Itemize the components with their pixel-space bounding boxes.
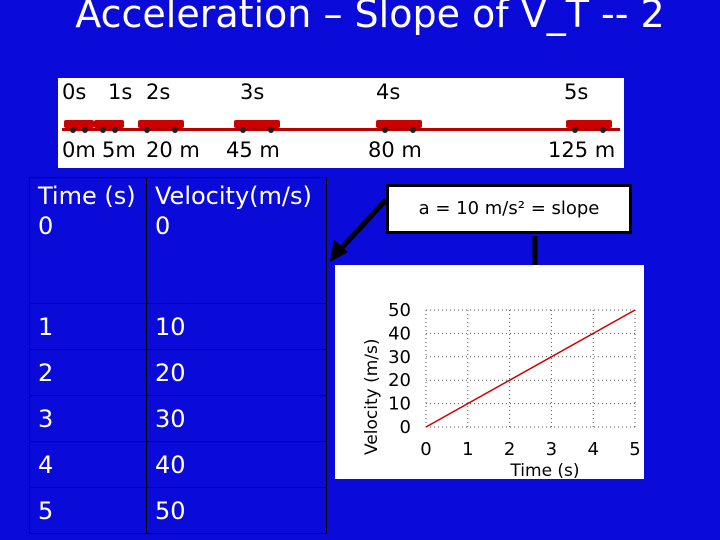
header-time: Time (s) (38, 182, 136, 210)
table-row: Time (s) 0 Velocity(m/s) 0 (29, 177, 327, 304)
velocity-time-graph: 0 1 2 3 4 5 0 10 20 30 40 50 Velocity (m/s) Time (s… (335, 265, 644, 481)
y-tick-label: 10 (388, 394, 411, 415)
y-tick-label: 40 (388, 323, 411, 344)
time-label: 3s (240, 80, 265, 104)
velocity-table: Time (s) 0 Velocity(m/s) 0 1 10 2 20 3 30 4… (29, 177, 327, 534)
cart-icon (64, 120, 94, 133)
cell-velocity: 20 (146, 349, 327, 396)
formula-box: a = 10 m/s² = slope (386, 184, 632, 234)
x-tick-label: 3 (546, 439, 557, 460)
grid (425, 309, 636, 428)
cell-velocity: 10 (146, 303, 327, 350)
series-line (425, 309, 636, 428)
time-label: 2s (146, 80, 171, 104)
cart-icon (566, 120, 612, 133)
slide-title: Acceleration – Slope of V_T -- 2 (75, 0, 665, 36)
time-label: 1s (108, 80, 133, 104)
table-row: 3 30 (29, 395, 327, 442)
distance-label: 5m (102, 138, 136, 162)
distance-label: 125 m (548, 138, 616, 162)
distance-label: 80 m (368, 138, 422, 162)
cell-time: 4 (29, 441, 147, 488)
track (62, 128, 620, 131)
table-cell: Time (s) 0 (29, 177, 147, 304)
arrow-head-icon (330, 240, 348, 262)
cell-velocity: 50 (146, 487, 327, 534)
cart-icon (376, 120, 422, 133)
time-label: 4s (376, 80, 401, 104)
cart-icon (94, 120, 124, 133)
header-velocity: Velocity(m/s) (155, 182, 312, 210)
x-tick-label: 5 (629, 439, 640, 460)
cell-velocity: 40 (146, 441, 327, 488)
y-tick-label: 0 (400, 417, 411, 438)
cart-icon (138, 120, 184, 133)
x-tick-label: 0 (420, 439, 431, 460)
x-tick-label: 2 (504, 439, 515, 460)
motion-strip: 0s 1s 2s 3s 4s 5s 0m 5m 20 m 45 m 80 m 1… (58, 78, 624, 168)
table-row: 5 50 (29, 487, 327, 534)
y-axis-label: Velocity (m/s) (362, 338, 382, 455)
distance-label: 20 m (146, 138, 200, 162)
x-tick-label: 1 (462, 439, 473, 460)
x-tick-label: 4 (587, 439, 598, 460)
y-tick-label: 50 (388, 300, 411, 321)
cell-time: 0 (38, 212, 54, 240)
x-axis-label: Time (s) (509, 461, 579, 479)
distance-label: 45 m (226, 138, 280, 162)
y-tick-label: 20 (388, 370, 411, 391)
time-label: 0s (62, 80, 87, 104)
cell-velocity: 0 (155, 212, 171, 240)
y-tick-label: 30 (388, 347, 411, 368)
time-label: 5s (564, 80, 589, 104)
arrow-line (336, 198, 388, 254)
table-row: 4 40 (29, 441, 327, 488)
cart-icon (234, 120, 280, 133)
distance-label: 0m (62, 138, 96, 162)
cell-time: 3 (29, 395, 147, 442)
